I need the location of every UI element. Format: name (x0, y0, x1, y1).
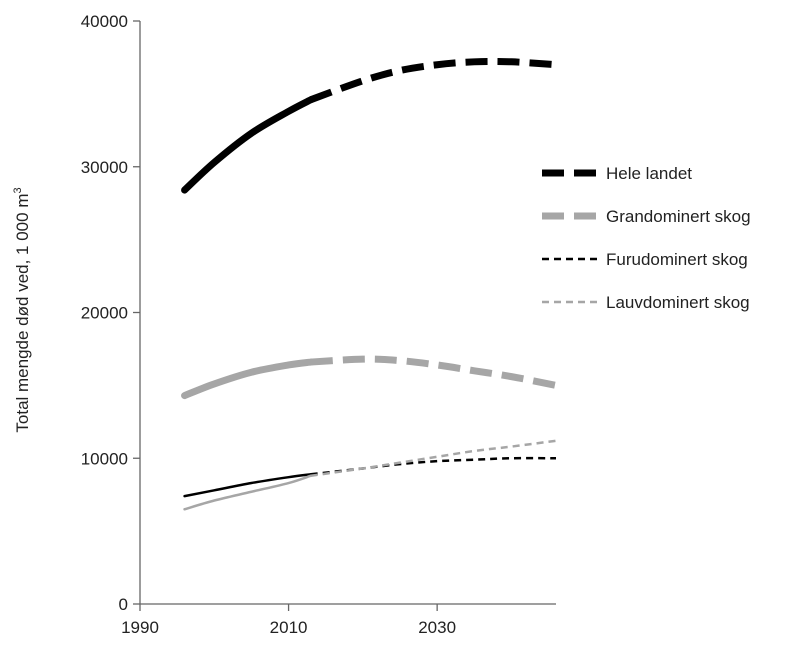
series-line-projected-lauvdominert-skog (310, 439, 557, 477)
legend-label: Lauvdominert skog (606, 293, 750, 312)
series-line-projected-hele-landet (309, 57, 557, 103)
series-lines (181, 57, 557, 511)
x-tick-label: 2030 (418, 618, 456, 637)
x-tick-label: 1990 (121, 618, 159, 637)
y-tick-label: 10000 (81, 449, 128, 468)
series-line-projected-grandominert-skog (310, 355, 557, 389)
legend-label: Furudominert skog (606, 250, 748, 269)
y-tick-label: 20000 (81, 304, 128, 323)
y-tick-label: 30000 (81, 158, 128, 177)
legend: Hele landet Grandominert skog Furudominert… (542, 164, 751, 312)
y-axis-title-text: Total mengde død ved, 1 000 m (13, 194, 32, 433)
y-axis-title-superscript: 3 (12, 187, 24, 193)
series-line-observed-lauvdominert-skog (183, 474, 313, 511)
series-line-observed-hele-landet (181, 96, 315, 194)
x-tick-label: 2010 (270, 618, 308, 637)
series-line-observed-grandominert-skog (181, 358, 315, 400)
y-tick-label: 40000 (81, 12, 128, 31)
series-line-observed-furudominert-skog (183, 473, 313, 498)
legend-label: Grandominert skog (606, 207, 751, 226)
y-axis-title: Total mengde død ved, 1 000 m3 (12, 187, 32, 432)
axes: 0 10000 20000 30000 40000 1990 2010 2030 (81, 12, 556, 637)
legend-label: Hele landet (606, 164, 692, 183)
y-tick-label: 0 (119, 595, 128, 614)
